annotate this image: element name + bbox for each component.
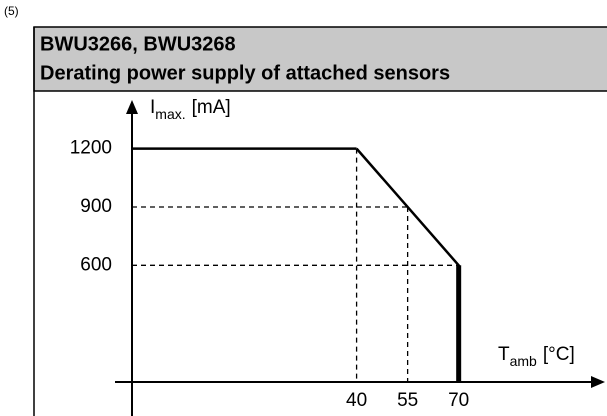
x-label-unit: [°C]: [543, 344, 575, 365]
y-label-unit: [mA]: [192, 97, 231, 118]
y-label-main: I: [150, 97, 155, 118]
y-axis-label: Imax. [mA]: [150, 97, 231, 122]
y-axis-arrow: [126, 100, 138, 114]
x-axis-arrow: [591, 376, 605, 388]
x-tick-label: 70: [448, 390, 469, 411]
y-tick-label: 900: [80, 196, 112, 217]
y-tick-label: 1200: [70, 138, 112, 159]
x-tick-label: 55: [397, 390, 418, 411]
figure-number: (5): [4, 4, 19, 18]
chart-subtitle: Derating power supply of attached sensor…: [40, 62, 450, 84]
header-band: [33, 26, 607, 92]
x-label-main: T: [498, 344, 510, 365]
x-tick-label: 40: [346, 390, 367, 411]
y-tick-label: 600: [80, 254, 112, 275]
x-axis-label: Tamb [°C]: [498, 344, 575, 369]
x-label-sub: amb: [510, 353, 537, 369]
chart-title: BWU3266, BWU3268: [40, 33, 236, 55]
y-label-sub: max.: [155, 106, 185, 122]
